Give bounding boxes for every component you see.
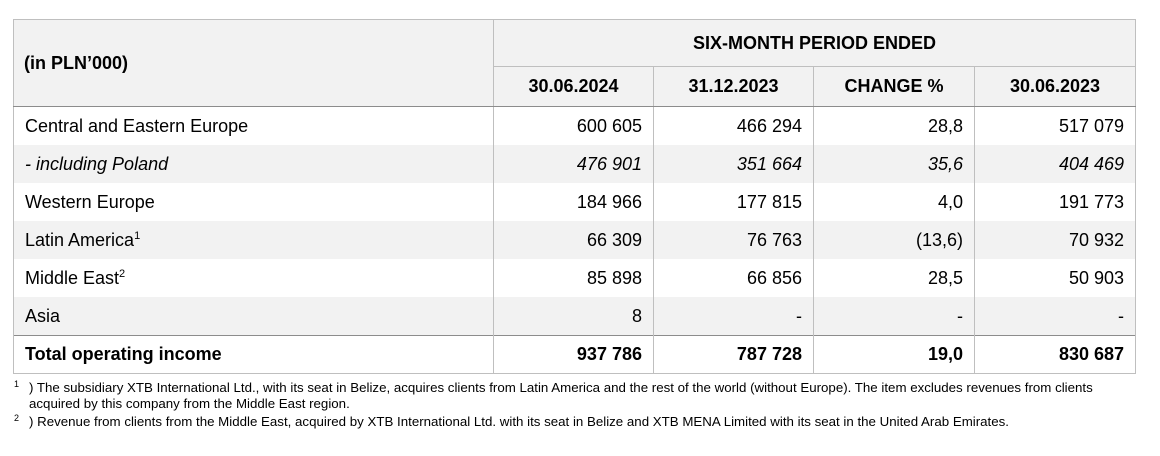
row-label: Central and Eastern Europe bbox=[13, 106, 494, 145]
row-label-text: Asia bbox=[25, 305, 61, 326]
row-label: Asia bbox=[13, 297, 494, 336]
table-cell: 404 469 bbox=[973, 145, 1137, 183]
table-cell: 70 932 bbox=[973, 221, 1137, 259]
table-cell: 66 856 bbox=[653, 259, 814, 297]
table-cell: 517 079 bbox=[973, 106, 1137, 145]
table-cell: 351 664 bbox=[653, 145, 814, 183]
table-cell: 35,6 bbox=[813, 145, 975, 183]
row-label-text: Latin America bbox=[25, 229, 135, 250]
footnote-mark: 2 bbox=[14, 414, 19, 430]
table-cell: - bbox=[973, 297, 1137, 336]
footnote: 2 ) Revenue from clients from the Middle… bbox=[13, 414, 1138, 430]
row-label: Latin America1 bbox=[13, 221, 494, 259]
row-label-text: Western Europe bbox=[25, 191, 155, 212]
table-cell: 50 903 bbox=[973, 259, 1137, 297]
table-cell: 184 966 bbox=[493, 183, 654, 221]
table-cell: 8 bbox=[493, 297, 654, 336]
row-label: Middle East2 bbox=[13, 259, 494, 297]
footnote-ref: 2 bbox=[119, 267, 126, 280]
table-cell: 191 773 bbox=[973, 183, 1137, 221]
column-header: 30.06.2023 bbox=[973, 66, 1137, 107]
table-row: - including Poland 476 901 351 664 35,6 … bbox=[13, 145, 1137, 183]
footnote-text: ) The subsidiary XTB International Ltd.,… bbox=[29, 380, 1093, 411]
table-cell: 476 901 bbox=[493, 145, 654, 183]
table-row: Asia 8 - - - bbox=[13, 297, 1137, 336]
row-label-text: Central and Eastern Europe bbox=[25, 115, 249, 136]
table-cell: 66 309 bbox=[493, 221, 654, 259]
table-cell: (13,6) bbox=[813, 221, 975, 259]
footnote-number: 2 bbox=[14, 413, 20, 423]
table-row: Central and Eastern Europe 600 605 466 2… bbox=[13, 106, 1137, 145]
footnote-mark: 1 bbox=[14, 380, 19, 396]
row-label-text: - including Poland bbox=[25, 153, 169, 174]
total-label: Total operating income bbox=[13, 335, 494, 374]
table-cell: - bbox=[813, 297, 975, 336]
total-cell: 787 728 bbox=[653, 335, 814, 374]
header-row-columns: 30.06.2024 31.12.2023 CHANGE % 30.06.202… bbox=[14, 66, 1137, 107]
total-cell: 830 687 bbox=[973, 335, 1137, 374]
table-cell: 4,0 bbox=[813, 183, 975, 221]
column-header: CHANGE % bbox=[813, 66, 975, 107]
table-row: Middle East2 85 898 66 856 28,5 50 903 bbox=[13, 259, 1137, 297]
footnote: 1 ) The subsidiary XTB International Ltd… bbox=[13, 380, 1138, 412]
operating-income-table: (in PLN’000) SIX-MONTH PERIOD ENDED 30.0… bbox=[13, 19, 1137, 374]
unit-label: (in PLN’000) bbox=[13, 19, 494, 107]
table-row: Latin America1 66 309 76 763 (13,6) 70 9… bbox=[13, 221, 1137, 259]
table-cell: 85 898 bbox=[493, 259, 654, 297]
total-row: Total operating income 937 786 787 728 1… bbox=[13, 335, 1137, 374]
table-row: Western Europe 184 966 177 815 4,0 191 7… bbox=[13, 183, 1137, 221]
column-header: 30.06.2024 bbox=[493, 66, 654, 107]
footnote-ref: 1 bbox=[134, 229, 141, 242]
income-table-container: (in PLN’000) SIX-MONTH PERIOD ENDED 30.0… bbox=[13, 19, 1137, 374]
row-label: Western Europe bbox=[13, 183, 494, 221]
total-cell: 19,0 bbox=[813, 335, 975, 374]
period-group-header: SIX-MONTH PERIOD ENDED bbox=[492, 19, 1137, 67]
footnote-number: 1 bbox=[14, 379, 20, 389]
footnote-text: ) Revenue from clients from the Middle E… bbox=[29, 414, 1009, 429]
table-cell: 76 763 bbox=[653, 221, 814, 259]
column-header: 31.12.2023 bbox=[653, 66, 814, 107]
table-cell: 600 605 bbox=[493, 106, 654, 145]
table-cell: 177 815 bbox=[653, 183, 814, 221]
table-cell: 28,5 bbox=[813, 259, 975, 297]
table-cell: 466 294 bbox=[653, 106, 814, 145]
total-cell: 937 786 bbox=[493, 335, 654, 374]
table-cell: 28,8 bbox=[813, 106, 975, 145]
footnotes: 1 ) The subsidiary XTB International Ltd… bbox=[13, 380, 1138, 432]
row-label: - including Poland bbox=[13, 145, 494, 183]
table-cell: - bbox=[653, 297, 814, 336]
row-label-text: Middle East bbox=[25, 267, 120, 288]
header-row-group: (in PLN’000) SIX-MONTH PERIOD ENDED bbox=[13, 19, 1137, 107]
